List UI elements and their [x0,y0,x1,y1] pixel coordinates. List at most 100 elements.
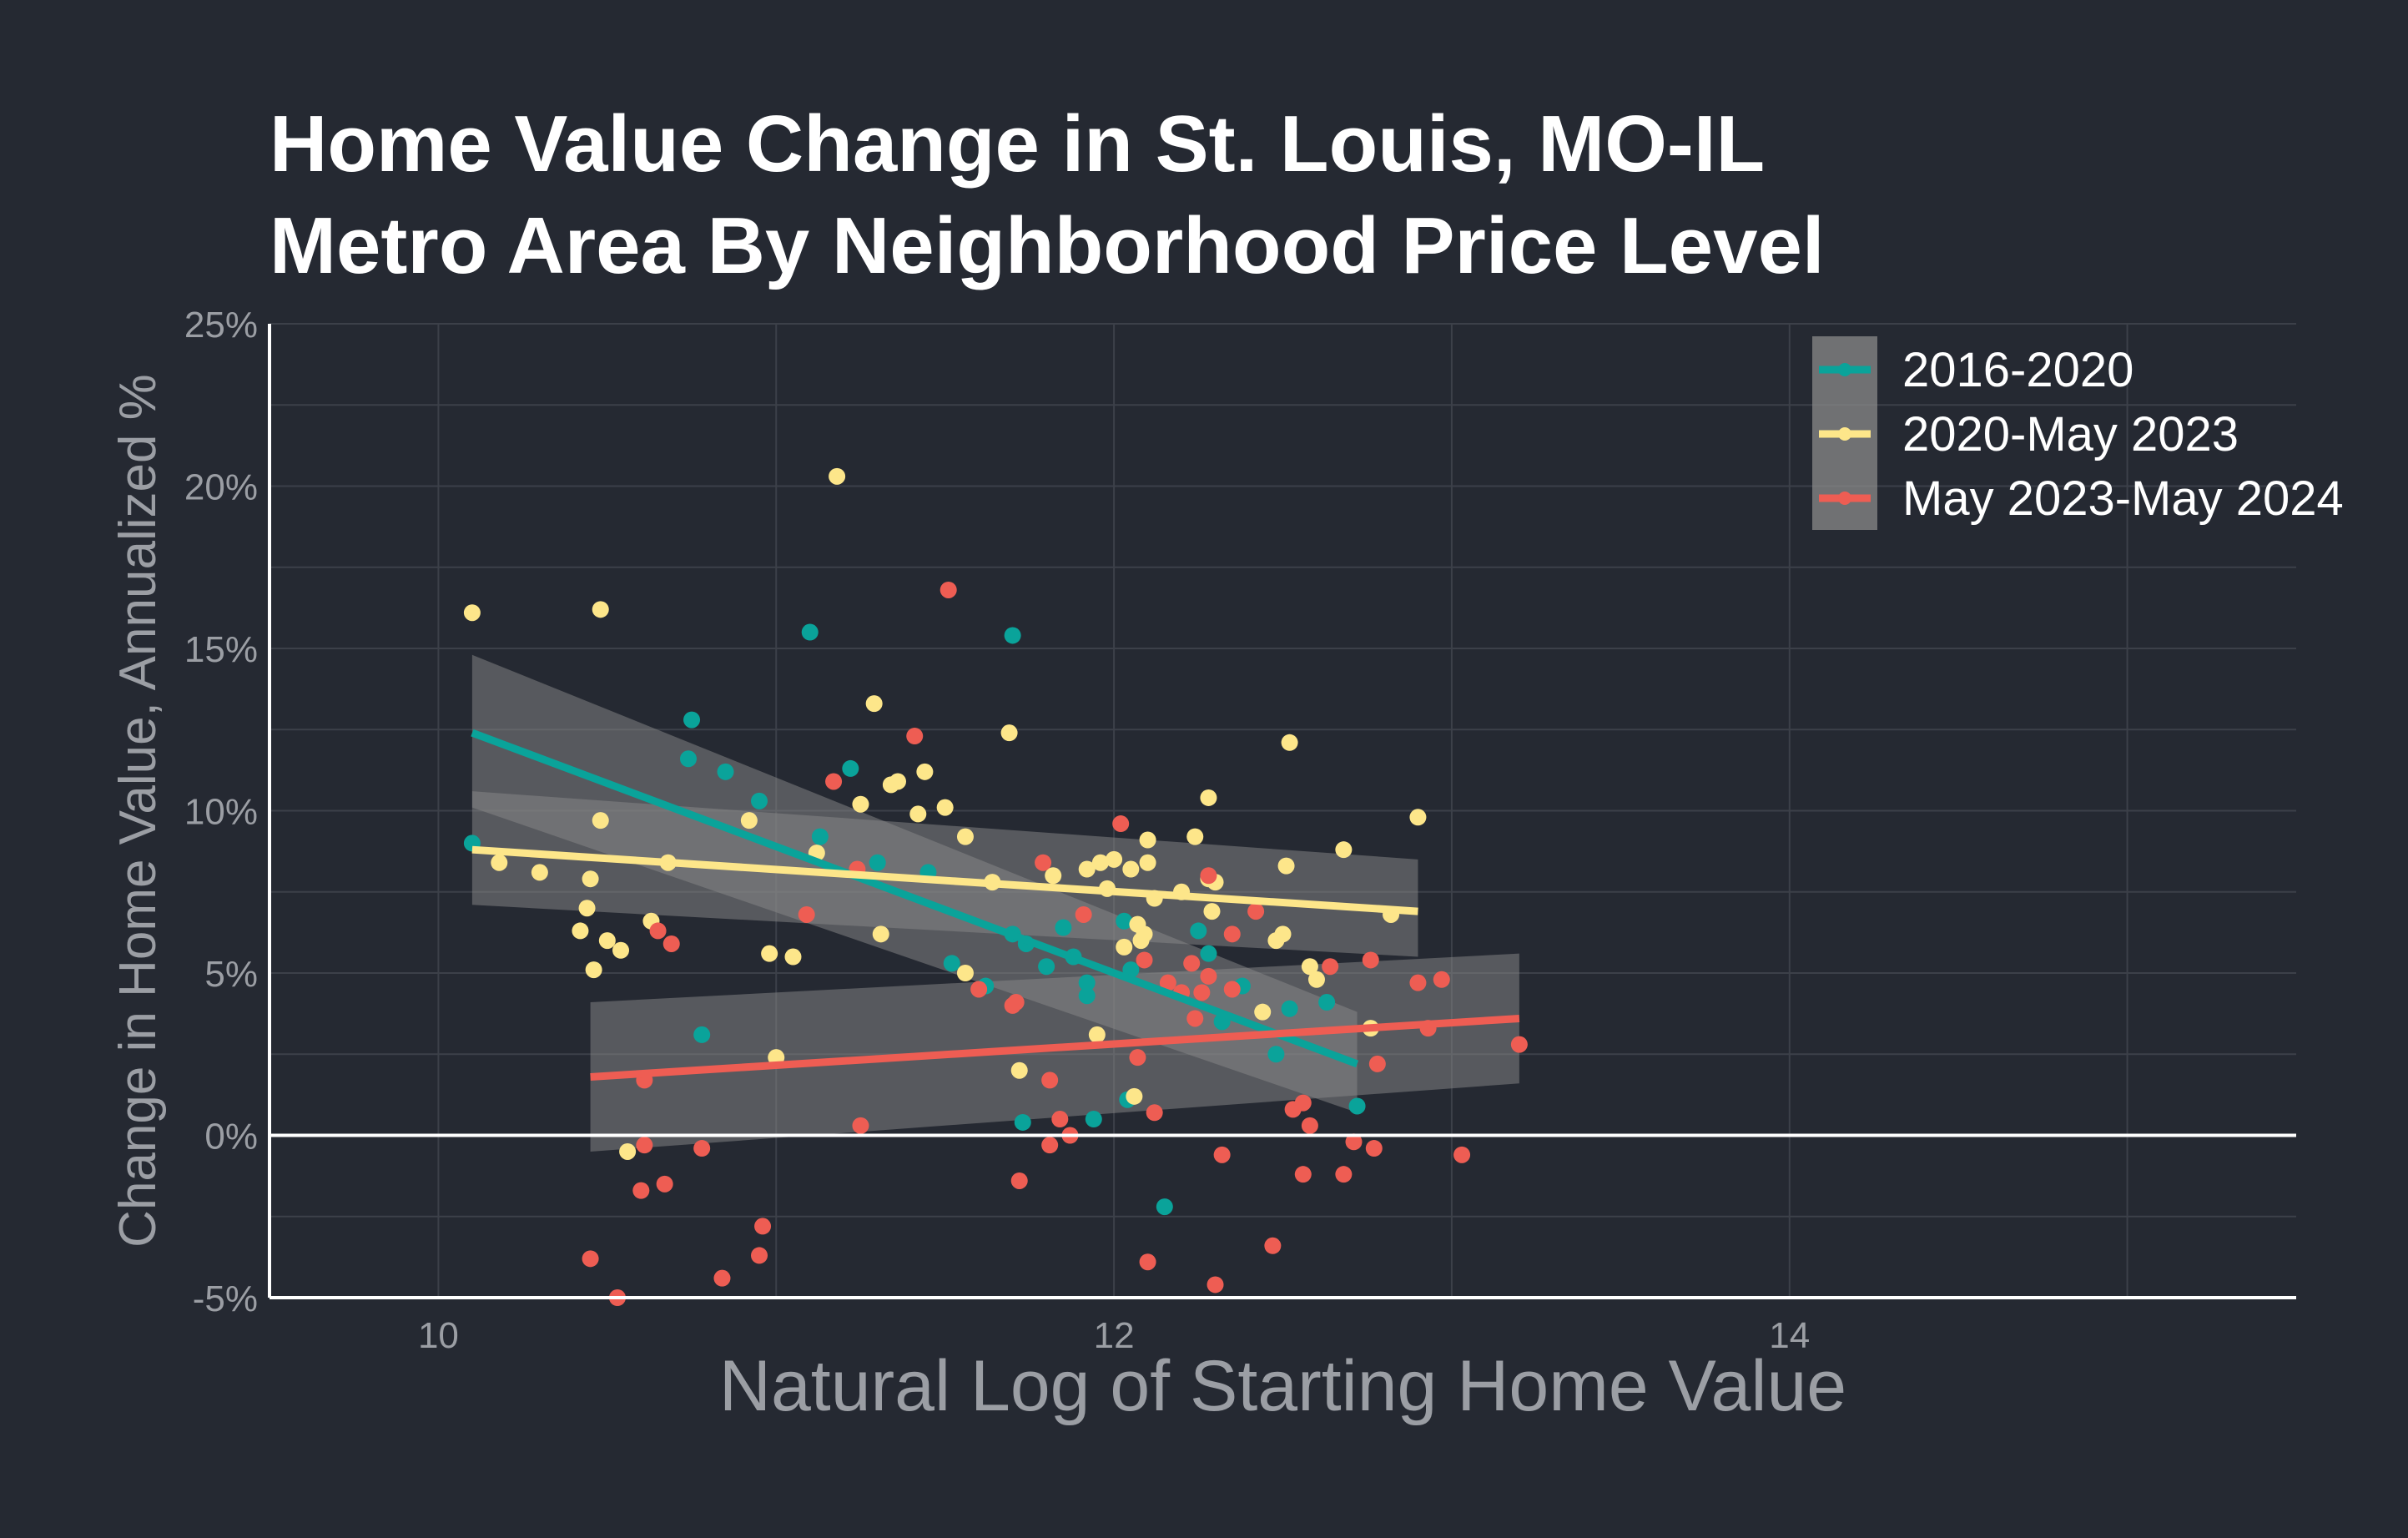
data-point [751,792,768,809]
data-point [693,1140,711,1157]
data-point [1207,1276,1224,1293]
data-point [1335,841,1353,859]
data-point [1365,1140,1383,1157]
legend-key-point [1838,427,1851,441]
data-point [592,601,609,618]
data-point [1368,1055,1386,1072]
data-point [1106,850,1123,868]
data-point [1200,945,1217,962]
data-point [1116,912,1133,930]
data-point [852,1117,869,1134]
data-point [936,799,954,816]
data-point [1136,951,1153,969]
data-point [1183,955,1201,972]
data-point [906,728,924,745]
data-point [1139,831,1156,849]
data-point [1186,828,1204,845]
data-point [751,1247,768,1264]
legend: 2016-2020 2020-May 2023 May 2023-May 2024 [1812,336,2344,530]
data-point [1041,1137,1059,1154]
data-point [1139,854,1156,871]
data-point [662,935,680,952]
legend-label: 2020-May 2023 [1902,407,2239,461]
data-point [679,750,697,768]
data-point [1200,789,1217,806]
legend-key-point [1838,363,1851,376]
data-point [585,961,602,979]
data-point [1116,938,1133,956]
data-point [1213,1146,1231,1163]
x-tick-label: 14 [1769,1315,1810,1356]
data-point [1010,1172,1028,1189]
data-point [754,1218,772,1235]
data-point [463,604,481,622]
data-point [1254,1003,1272,1021]
data-point [1294,1094,1312,1112]
data-point [592,812,609,830]
x-tick-label: 10 [418,1315,459,1356]
data-point [1078,860,1096,878]
data-point [1193,984,1211,1001]
data-point [943,955,960,972]
data-point [1112,815,1130,833]
data-point [1075,905,1092,923]
y-tick-label: 15% [184,629,258,670]
legend-label: May 2023-May 2024 [1902,471,2344,526]
data-point [1041,1072,1059,1089]
chart-title-line-2: Metro Area By Neighborhood Price Level [270,201,1825,290]
data-point [632,1182,650,1199]
data-point [582,1250,599,1268]
data-point [784,948,802,966]
fit-line [590,1014,1520,1081]
data-point [1190,922,1207,940]
data-point [829,467,846,485]
data-point [1004,627,1021,644]
data-point [1091,854,1109,871]
data-point [1281,734,1298,751]
data-point [1345,1133,1363,1151]
data-point [1038,958,1055,976]
data-point [940,581,957,598]
data-point [1126,1087,1143,1105]
data-point [1362,951,1379,969]
data-point [1010,1061,1028,1079]
confidence-band [471,791,1418,957]
data-point [1139,1253,1156,1271]
y-tick-label: 10% [184,792,258,833]
data-point [582,870,599,888]
data-point [572,922,589,940]
data-point [1274,925,1292,943]
chart-title: Home Value Change in St. Louis, MO-IL Me… [270,93,1825,297]
data-point [1277,857,1295,875]
data-point [1409,809,1427,826]
data-point [865,695,883,713]
data-point [612,941,630,959]
data-point [636,1137,653,1154]
data-point [619,1142,637,1160]
legend-key-point [1838,492,1851,505]
data-point [1409,974,1427,991]
data-point [1267,1046,1285,1063]
data-point [683,711,701,729]
y-axis-title: Change in Home Value, Annualized % [109,374,167,1248]
data-point [889,773,906,790]
data-point [872,925,889,943]
data-point [1348,1097,1366,1115]
data-point [956,965,974,981]
data-point [1200,867,1217,885]
data-point [649,922,667,940]
data-point [578,900,596,917]
data-point [491,854,508,871]
data-point [1045,867,1062,885]
data-point [1000,724,1018,742]
data-point [909,805,927,823]
data-point [1007,994,1025,1011]
data-point [1510,1036,1528,1053]
data-point [1035,854,1052,871]
data-point [1203,903,1221,920]
data-point [1335,1166,1353,1183]
data-point [1247,903,1265,920]
data-point [1294,1166,1312,1183]
